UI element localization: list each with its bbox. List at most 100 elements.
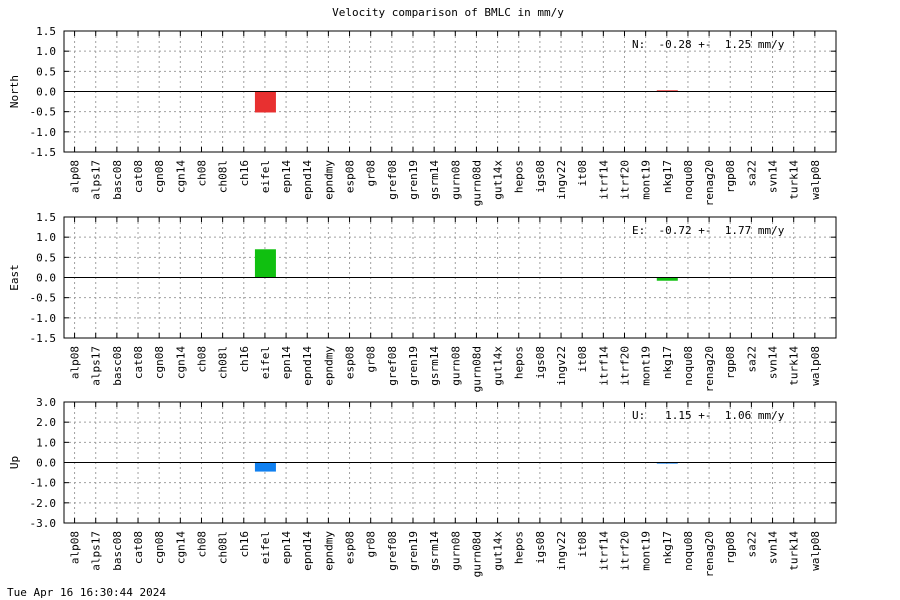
x-tick-label: renag20 bbox=[703, 346, 716, 392]
x-tick-label: ch08 bbox=[195, 531, 208, 558]
x-tick-label: gsrm14 bbox=[428, 531, 441, 571]
y-tick-label: -0.5 bbox=[30, 106, 57, 119]
y-tick-label: -1.5 bbox=[30, 332, 57, 345]
x-tick-label: renag20 bbox=[703, 531, 716, 577]
y-tick-label: 1.0 bbox=[36, 45, 56, 58]
x-tick-label: alp08 bbox=[69, 346, 82, 379]
x-tick-label: nkg17 bbox=[661, 346, 674, 379]
bar-north-eifel bbox=[254, 91, 276, 113]
x-tick-label: noqu08 bbox=[682, 160, 695, 200]
x-tick-label: cgn08 bbox=[153, 160, 166, 193]
x-tick-label: it08 bbox=[576, 160, 589, 187]
y-tick-label: 3.0 bbox=[36, 396, 56, 409]
panel-north: -1.5 -1.0 -0.5 0.0 0.5 1.0 1.5 alp08 alps17 basc0… bbox=[8, 25, 837, 206]
x-tick-label: itrf14 bbox=[597, 531, 610, 571]
x-tick-label: gurn08 bbox=[449, 346, 462, 386]
x-tick-label: gut14x bbox=[492, 160, 505, 200]
stats-annotation-east: E: -0.72 +- 1.77 mm/y bbox=[632, 224, 785, 237]
x-tick-label: ch16 bbox=[238, 346, 251, 373]
x-tick-label: gsrm14 bbox=[428, 160, 441, 200]
x-tick-label: epn14 bbox=[280, 531, 293, 564]
x-tick-label: esp08 bbox=[344, 160, 357, 193]
x-tick-label: cat08 bbox=[132, 160, 145, 193]
x-tick-label: walp08 bbox=[809, 531, 822, 571]
chart-title: Velocity comparison of BMLC in mm/y bbox=[332, 6, 564, 19]
x-tick-label: turk14 bbox=[788, 160, 801, 200]
bar-up-eifel bbox=[254, 462, 276, 472]
x-tick-label: it08 bbox=[576, 531, 589, 558]
y-tick-label: -2.0 bbox=[30, 497, 57, 510]
x-tick-label: alps17 bbox=[90, 160, 103, 200]
x-tick-label: it08 bbox=[576, 346, 589, 373]
stats-annotation-up: U: 1.15 +- 1.06 mm/y bbox=[632, 409, 785, 422]
x-tick-label: sa22 bbox=[745, 160, 758, 187]
x-tick-label: esp08 bbox=[344, 346, 357, 379]
x-tick-label: noqu08 bbox=[682, 346, 695, 386]
x-tick-label: alp08 bbox=[69, 160, 82, 193]
x-tick-label: ingv22 bbox=[555, 160, 568, 200]
y-tick-label: 0.5 bbox=[36, 251, 56, 264]
x-tick-label: igs08 bbox=[534, 346, 547, 379]
x-tick-label: gut14x bbox=[492, 346, 505, 386]
x-tick-label: cgn08 bbox=[153, 346, 166, 379]
x-tick-label: gut14x bbox=[492, 531, 505, 571]
x-tick-label: gr08 bbox=[365, 346, 378, 373]
x-tick-label: gref08 bbox=[386, 346, 399, 386]
x-tick-label: svn14 bbox=[767, 346, 780, 379]
x-tick-label: epnd14 bbox=[301, 531, 314, 571]
x-tick-label: walp08 bbox=[809, 346, 822, 386]
stats-annotation-north: N: -0.28 +- 1.25 mm/y bbox=[632, 38, 785, 51]
x-tick-label: renag20 bbox=[703, 160, 716, 206]
y-tick-label: 0.0 bbox=[36, 272, 56, 285]
x-tick-label: rgp08 bbox=[724, 346, 737, 379]
x-tick-label: epndmy bbox=[322, 346, 335, 386]
y-tick-label: -0.5 bbox=[30, 292, 57, 305]
x-tick-label: gren19 bbox=[407, 531, 420, 571]
y-tick-label: 0.0 bbox=[36, 457, 56, 470]
x-tick-label: eifel bbox=[259, 346, 272, 379]
x-tick-label: itrf20 bbox=[618, 531, 631, 571]
y-axis-label-up: Up bbox=[8, 456, 21, 469]
x-tick-label: epnd14 bbox=[301, 160, 314, 200]
y-tick-label: 1.5 bbox=[36, 211, 56, 224]
y-tick-label: 1.0 bbox=[36, 231, 56, 244]
x-tick-label: epn14 bbox=[280, 346, 293, 379]
x-tick-label: cat08 bbox=[132, 531, 145, 564]
y-tick-label: 2.0 bbox=[36, 416, 56, 429]
x-tick-label: turk14 bbox=[788, 531, 801, 571]
x-tick-label: epn14 bbox=[280, 160, 293, 193]
x-tick-label: gren19 bbox=[407, 346, 420, 386]
x-tick-label: walp08 bbox=[809, 160, 822, 200]
panel-east: -1.5 -1.0 -0.5 0.0 0.5 1.0 1.5 alp08 alps17 basc0… bbox=[8, 211, 837, 392]
x-tick-label: itrf14 bbox=[597, 160, 610, 200]
x-tick-label: mont19 bbox=[640, 346, 653, 386]
x-tick-label: rgp08 bbox=[724, 531, 737, 564]
x-tick-label: turk14 bbox=[788, 346, 801, 386]
x-tick-label: mont19 bbox=[640, 160, 653, 200]
y-tick-label: -1.0 bbox=[30, 477, 57, 490]
x-tick-label: cgn14 bbox=[174, 346, 187, 379]
y-tick-label: 0.5 bbox=[36, 65, 56, 78]
x-tick-label: ingv22 bbox=[555, 531, 568, 571]
x-tick-label: ch16 bbox=[238, 160, 251, 187]
x-tick-label: eifel bbox=[259, 531, 272, 564]
x-tick-label: basc08 bbox=[111, 160, 124, 200]
x-tick-label: hepos bbox=[513, 160, 526, 193]
x-tick-label: epnd14 bbox=[301, 346, 314, 386]
timestamp: Tue Apr 16 16:30:44 2024 bbox=[7, 586, 166, 599]
x-tick-label: nkg17 bbox=[661, 531, 674, 564]
x-tick-label: alp08 bbox=[69, 531, 82, 564]
x-tick-label: gurn08d bbox=[470, 531, 483, 577]
x-tick-label: igs08 bbox=[534, 160, 547, 193]
x-tick-label: epndmy bbox=[322, 160, 335, 200]
panel-up: -3.0 -2.0 -1.0 0.0 1.0 2.0 3.0 alp08 alps17 basc0… bbox=[8, 396, 837, 577]
x-tick-label: cgn14 bbox=[174, 160, 187, 193]
x-tick-label: sa22 bbox=[745, 531, 758, 558]
x-tick-label: mont19 bbox=[640, 531, 653, 571]
x-tick-label: nkg17 bbox=[661, 160, 674, 193]
x-tick-label: ch08l bbox=[217, 346, 230, 379]
x-tick-label: gurn08 bbox=[449, 531, 462, 571]
y-tick-label: 1.0 bbox=[36, 436, 56, 449]
x-tick-label: epndmy bbox=[322, 531, 335, 571]
